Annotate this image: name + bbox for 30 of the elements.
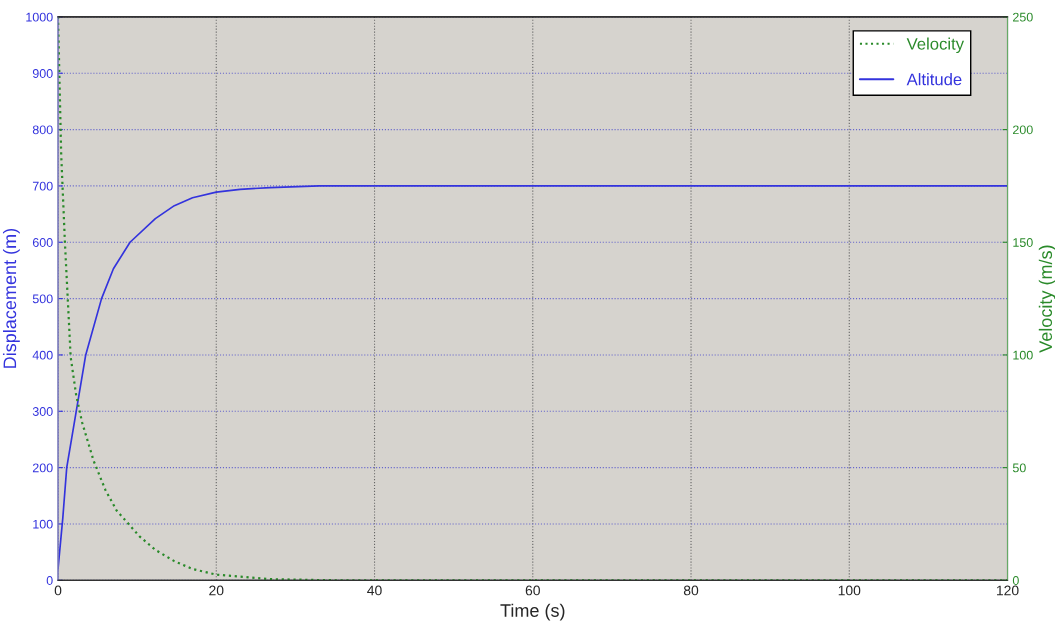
x-tick-label: 20 (209, 585, 224, 596)
y2-tick-label: 200 (1013, 125, 1033, 135)
x-tick-label: 40 (367, 585, 382, 596)
y2-tick-label: 150 (1013, 238, 1033, 247)
x-tick-label: 0 (54, 585, 62, 596)
y-tick-label: 400 (32, 350, 53, 360)
y-tick-label: 700 (32, 181, 53, 191)
x-axis-title: Time (s) (500, 603, 565, 621)
line-series (58, 16, 1008, 581)
y2-tick-label: 250 (1013, 12, 1033, 22)
y2-tick-label: 50 (1012, 463, 1026, 473)
y-axis-title: Displacement (m) (2, 228, 20, 368)
x-tick-label: 60 (525, 585, 540, 596)
y-tick-label: 600 (32, 238, 53, 247)
y2-axis-title: Velocity (m/s) (1038, 245, 1055, 353)
y-tick-label: 1000 (26, 12, 53, 22)
y-tick-label: 200 (32, 463, 53, 473)
y-tick-label: 800 (32, 125, 53, 135)
y-tick-label: 300 (32, 407, 53, 416)
y-tick-label: 100 (33, 519, 53, 529)
x-tick-label: 80 (683, 585, 699, 596)
y2-tick-label: 0 (1012, 576, 1019, 585)
x-tick-label: 120 (997, 585, 1019, 596)
y2-tick-label: 100 (1013, 350, 1033, 360)
x-tick-label: 100 (838, 585, 861, 596)
legend-label: Velocity (906, 37, 965, 54)
y-tick-label: 0 (46, 576, 53, 585)
y-tick-label: 500 (32, 294, 53, 304)
y-tick-label: 900 (32, 69, 53, 78)
legend-label: Altitude (906, 73, 962, 86)
